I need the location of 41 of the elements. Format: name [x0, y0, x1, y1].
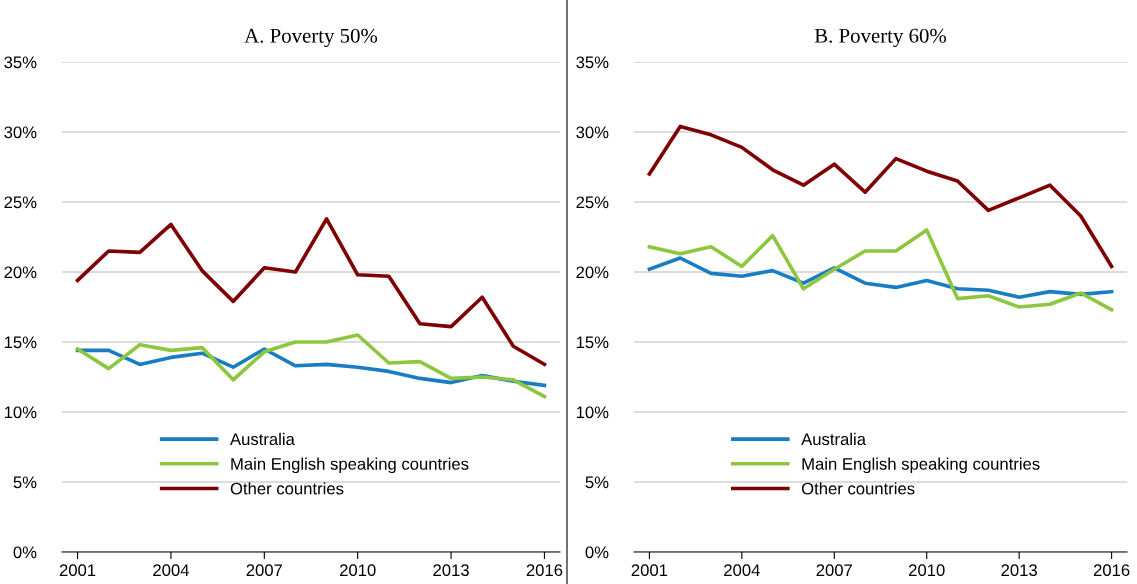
y-tick-label: 30% [4, 126, 37, 139]
line-series [647, 256, 1114, 300]
x-tick-label: 2013 [1001, 564, 1037, 577]
legend-label: Australia [230, 432, 295, 446]
x-tick-label: 2013 [433, 564, 469, 577]
y-tick-label: 25% [576, 196, 609, 209]
y-tick-label: 15% [4, 336, 37, 349]
y-tick-label: 0% [13, 546, 37, 559]
y-tick-label: 10% [576, 406, 609, 419]
y-tick-label: 0% [585, 546, 609, 559]
y-tick-label: 10% [4, 406, 37, 419]
y-tick-label: 35% [576, 56, 609, 69]
line-series [75, 216, 547, 367]
line-series [647, 228, 1114, 312]
y-tick-label: 30% [576, 126, 609, 139]
y-tick-label: 20% [4, 266, 37, 279]
y-tick-label: 20% [576, 266, 609, 279]
line-series [75, 333, 547, 399]
y-tick-label: 5% [13, 476, 37, 489]
x-tick-label: 2007 [246, 564, 283, 577]
legend-label: Other countries [230, 482, 344, 495]
x-tick-label: 2010 [909, 564, 945, 577]
legend-label: Other countries [801, 482, 915, 495]
x-tick-label: 2016 [1093, 564, 1130, 577]
y-tick-label: 15% [576, 336, 609, 349]
line-series [647, 124, 1114, 269]
legend-label: Australia [801, 432, 866, 446]
x-tick-label: 2001 [631, 564, 668, 577]
x-tick-label: 2004 [153, 564, 189, 577]
chart-title: A. Poverty 50% [244, 28, 378, 48]
legend-label: Main English speaking countries [802, 457, 1040, 474]
x-tick-label: 2001 [59, 564, 96, 577]
y-tick-label: 35% [4, 56, 37, 69]
x-tick-label: 2016 [526, 564, 563, 577]
x-tick-label: 2007 [816, 564, 852, 577]
legend-label: Main English speaking countries [231, 457, 469, 474]
x-tick-label: 2010 [339, 564, 376, 577]
x-tick-label: 2004 [724, 564, 760, 577]
chart-title: B. Poverty 60% [814, 28, 947, 48]
y-tick-label: 5% [585, 476, 609, 489]
y-tick-label: 25% [4, 196, 37, 209]
